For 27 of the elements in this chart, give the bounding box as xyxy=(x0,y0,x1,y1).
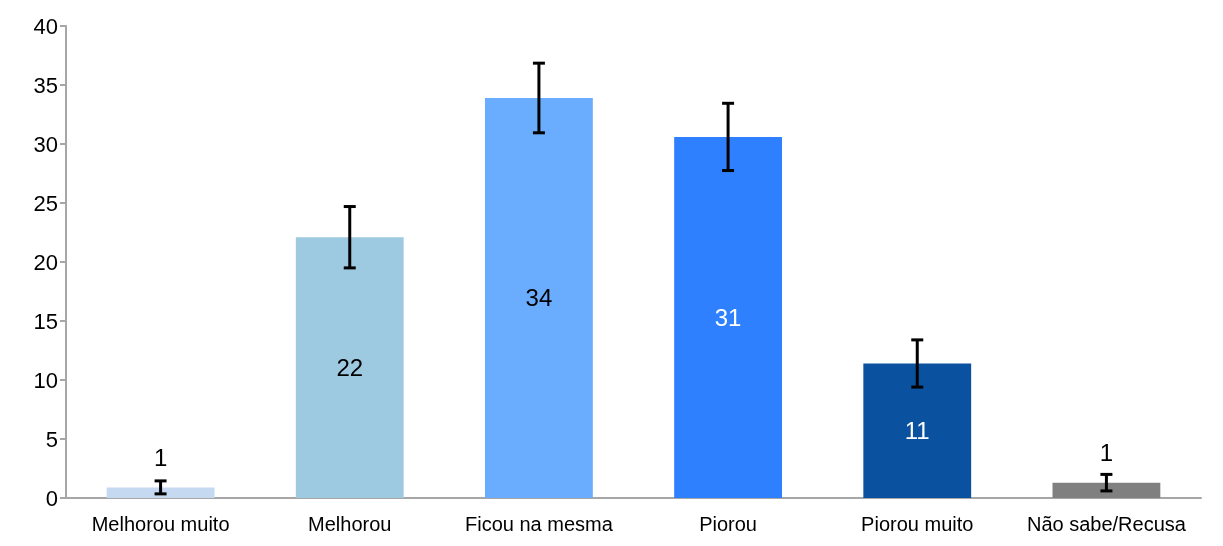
x-tick-label: Piorou xyxy=(699,513,757,535)
data-label: 34 xyxy=(525,284,553,312)
bar xyxy=(295,237,404,498)
x-tick-label: Piorou muito xyxy=(861,513,974,535)
data-label: 1 xyxy=(153,443,168,471)
x-tick-label: Não sabe/Recusa xyxy=(1026,513,1187,535)
data-label: 31 xyxy=(714,303,742,331)
data-label: 11 xyxy=(904,417,930,445)
data-label: 22 xyxy=(336,354,364,382)
bar xyxy=(863,363,972,498)
bar xyxy=(674,136,782,498)
x-tick-label: Melhorou xyxy=(308,513,392,535)
bar xyxy=(485,97,593,498)
y-tick-label: 40 xyxy=(33,13,58,39)
y-tick-label: 15 xyxy=(33,308,58,334)
x-tick-label: Melhorou muito xyxy=(91,513,230,535)
y-tick-label: 30 xyxy=(33,131,58,157)
y-tick-label: 10 xyxy=(33,367,58,393)
y-tick-label: 20 xyxy=(33,249,58,275)
y-tick-label: 0 xyxy=(45,485,58,511)
data-label: 1 xyxy=(1099,439,1114,467)
bar xyxy=(1052,482,1161,498)
bar xyxy=(106,487,215,498)
y-tick-label: 25 xyxy=(33,190,58,216)
x-tick-label: Ficou na mesma xyxy=(464,513,614,535)
y-tick-label: 35 xyxy=(33,72,58,98)
y-tick-label: 5 xyxy=(45,426,58,452)
